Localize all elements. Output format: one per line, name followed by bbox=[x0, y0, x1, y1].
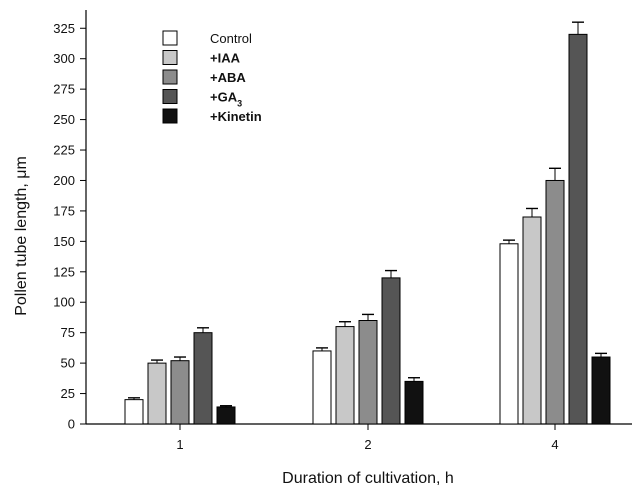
bar bbox=[358, 320, 378, 425]
bar bbox=[216, 406, 236, 425]
legend-swatch bbox=[162, 30, 178, 46]
legend-label: +GA3 bbox=[210, 90, 242, 109]
legend-label: Control bbox=[210, 31, 252, 46]
y-tick-label: 125 bbox=[53, 264, 75, 279]
legend-swatch bbox=[162, 50, 178, 65]
legend-label: +IAA bbox=[210, 51, 241, 66]
bar bbox=[312, 350, 332, 425]
bar bbox=[381, 277, 401, 425]
bar bbox=[568, 33, 588, 425]
x-tick-label: 1 bbox=[176, 437, 183, 452]
x-tick-label: 2 bbox=[364, 437, 371, 452]
y-tick-label: 275 bbox=[53, 82, 75, 97]
y-tick-label: 0 bbox=[68, 417, 75, 432]
bar bbox=[124, 399, 144, 425]
legend-label: +Kinetin bbox=[210, 109, 262, 124]
legend-label-subscript: 3 bbox=[237, 99, 242, 109]
bar bbox=[404, 380, 424, 425]
legend-label: +ABA bbox=[210, 70, 246, 85]
y-axis-title: Pollen tube length, μm bbox=[13, 156, 30, 316]
y-tick-label: 250 bbox=[53, 112, 75, 127]
y-tick-label: 150 bbox=[53, 234, 75, 249]
x-tick-label: 4 bbox=[551, 437, 558, 452]
y-tick-label: 200 bbox=[53, 173, 75, 188]
y-tick-label: 100 bbox=[53, 295, 75, 310]
y-tick-label: 225 bbox=[53, 143, 75, 158]
legend-swatch bbox=[162, 89, 178, 104]
bar bbox=[522, 216, 542, 425]
y-tick-label: 25 bbox=[61, 386, 75, 401]
bar bbox=[591, 356, 611, 425]
legend-swatch bbox=[162, 108, 178, 124]
y-tick-label: 300 bbox=[53, 51, 75, 66]
bar bbox=[147, 362, 167, 425]
x-axis-title: Duration of cultivation, h bbox=[282, 470, 454, 487]
bar bbox=[545, 179, 565, 425]
bar bbox=[193, 332, 213, 425]
y-tick-label: 50 bbox=[61, 356, 75, 371]
y-tick-label: 75 bbox=[61, 325, 75, 340]
y-axis-title-group: Pollen tube length, μm bbox=[13, 156, 30, 316]
bar bbox=[335, 326, 355, 425]
y-tick-label: 175 bbox=[53, 203, 75, 218]
bar bbox=[499, 243, 519, 425]
legend-swatch bbox=[162, 69, 178, 85]
y-tick-label: 325 bbox=[53, 21, 75, 36]
bar bbox=[170, 360, 190, 425]
